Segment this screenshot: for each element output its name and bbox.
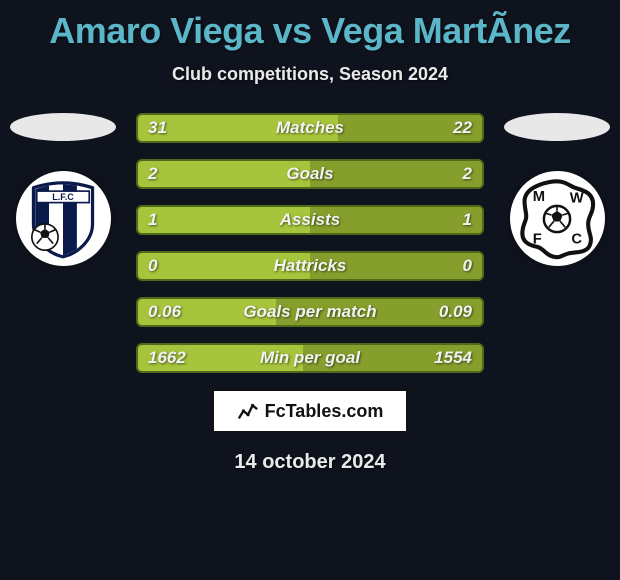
svg-text:W: W [570,190,584,206]
stat-right-value: 2 [463,164,472,184]
stat-label: Hattricks [274,256,347,276]
player-right-photo-placeholder [504,113,610,141]
player-left-column: L.F.C [8,113,118,266]
attribution-badge: FcTables.com [212,389,408,433]
page-root: Amaro Viega vs Vega MartÃ­nez Club compe… [0,0,620,474]
svg-text:M: M [533,188,545,204]
stat-right-value: 0 [463,256,472,276]
stat-bar: 0 Hattricks 0 [136,251,484,281]
date-text: 14 october 2024 [0,451,620,474]
club-badge-right: M W F C [510,171,605,266]
comparison-subtitle: Club competitions, Season 2024 [0,64,620,85]
stat-label: Matches [276,118,344,138]
stat-label: Min per goal [260,348,360,368]
stat-right-value: 1554 [434,348,472,368]
stat-bar: 1 Assists 1 [136,205,484,235]
stat-label: Goals [286,164,333,184]
stat-bar: 0.06 Goals per match 0.09 [136,297,484,327]
stat-left-value: 2 [148,164,157,184]
club-badge-left: L.F.C [16,171,111,266]
stat-label: Assists [280,210,340,230]
stat-left-value: 0 [148,256,157,276]
stat-left-value: 1 [148,210,157,230]
stats-column: 31Matches222Goals21Assists10Hattricks00.… [136,113,484,373]
stat-right-value: 1 [463,210,472,230]
svg-text:C: C [571,231,582,247]
attribution-text: FcTables.com [265,401,384,422]
liverpool-uruguay-icon: L.F.C [22,178,104,260]
stat-left-value: 31 [148,118,167,138]
stat-label: Goals per match [243,302,376,322]
comparison-title: Amaro Viega vs Vega MartÃ­nez [0,10,620,52]
stat-bar-fill [310,161,482,187]
player-right-column: M W F C [502,113,612,266]
stat-right-value: 22 [453,118,472,138]
svg-text:F: F [533,231,542,247]
stat-bar: 2 Goals 2 [136,159,484,189]
chart-icon [237,400,259,422]
stat-left-value: 1662 [148,348,186,368]
stat-bar: 31 Matches 22 [136,113,484,143]
stat-left-value: 0.06 [148,302,181,322]
montevideo-wanderers-icon: M W F C [516,178,598,260]
main-row: L.F.C 31Matches222Goals21Assists10Hattri… [0,113,620,373]
stat-bar: 1662 Min per goal 1554 [136,343,484,373]
stat-right-value: 0.09 [439,302,472,322]
player-left-photo-placeholder [10,113,116,141]
svg-text:L.F.C: L.F.C [52,192,74,202]
